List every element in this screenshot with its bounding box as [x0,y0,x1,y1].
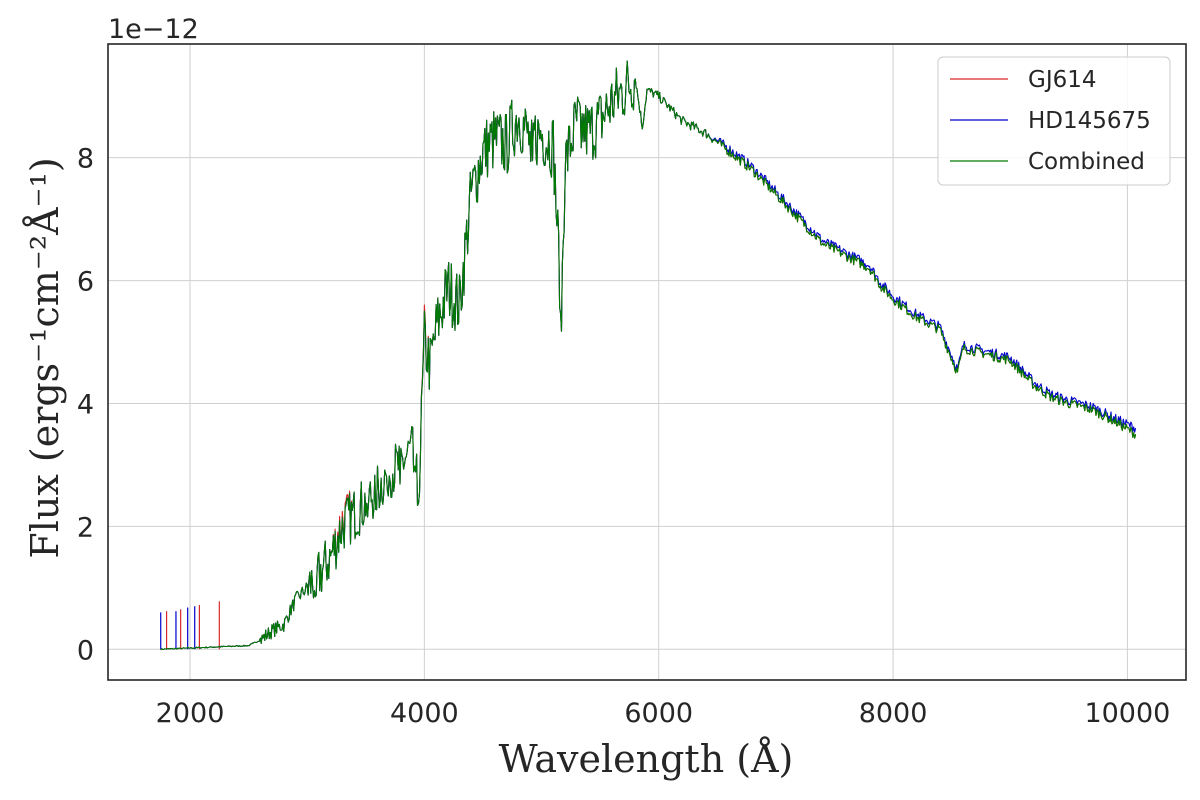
spike-marks [160,601,220,650]
y-tick-label: 6 [77,267,94,298]
x-tick-label: 8000 [859,698,928,729]
y-tick-label: 0 [77,635,94,666]
legend-label: GJ614 [1028,67,1097,93]
legend: GJ614 HD145675 Combined [937,56,1171,186]
tick-labels: 2000 4000 6000 8000 10000 0 2 4 6 8 [77,144,1171,729]
series-lines [160,60,1137,651]
y-tick-label: 8 [77,144,94,175]
legend-box [937,56,1171,186]
y-tick-label: 2 [77,512,94,543]
legend-label: HD145675 [1028,108,1151,134]
y-axis-title: Flux (ergs⁻¹cm⁻²Å⁻¹) [23,157,67,558]
x-tick-label: 10000 [1084,698,1170,729]
x-tick-label: 2000 [156,698,225,729]
legend-label: Combined [1028,149,1145,175]
y-offset-label: 1e−12 [108,14,199,45]
series-line-combined [160,60,1137,651]
x-tick-label: 6000 [624,698,693,729]
x-tick-label: 4000 [390,698,459,729]
y-tick-label: 4 [77,389,94,420]
plot-frame [107,43,1187,681]
x-axis-title: Wavelength (Å) [499,737,794,781]
